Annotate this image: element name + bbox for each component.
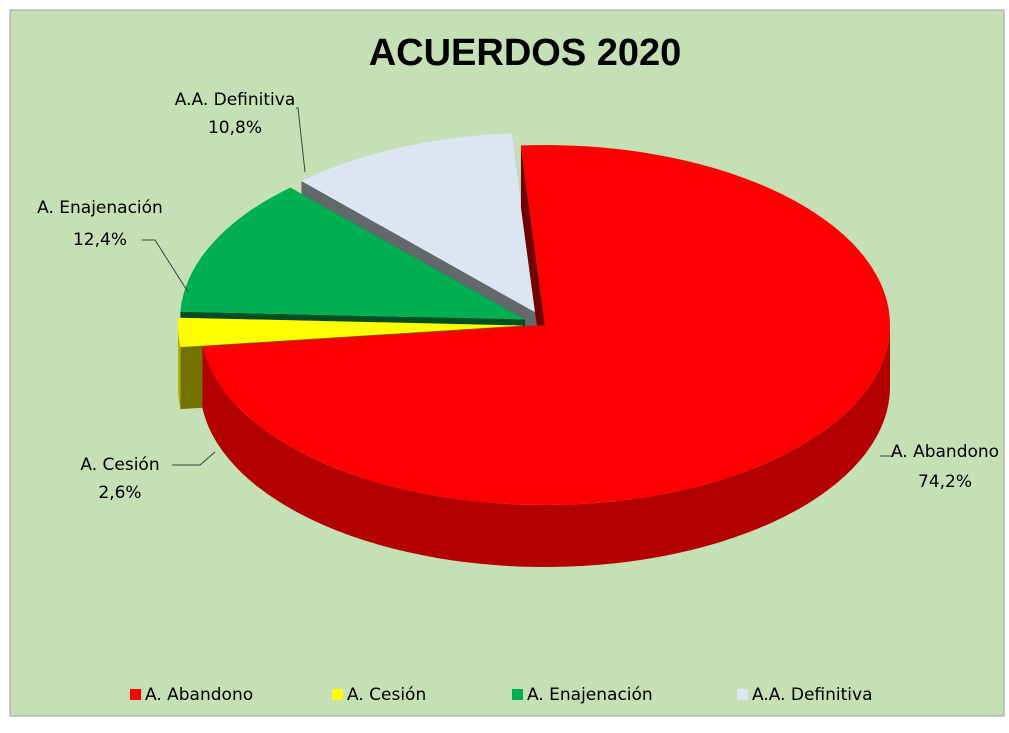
legend-swatch — [130, 689, 141, 700]
data-label-name: A. Abandono — [891, 442, 999, 462]
slice — [202, 145, 891, 567]
legend: A. Abandono A. Cesión A. Enajenación A.A. D… — [130, 685, 873, 705]
data-label-value: 12,4% — [73, 230, 127, 250]
data-labels: A. Abandono 74,2% A. Cesión 2,6% A. Enajenac… — [37, 90, 999, 503]
leader-line — [296, 107, 306, 173]
data-label-value: 10,8% — [208, 118, 262, 138]
data-label-value: 2,6% — [98, 483, 141, 503]
slice-wall — [202, 325, 891, 567]
data-label-name: A. Enajenación — [37, 198, 163, 218]
data-label-name: A.A. Definitiva — [175, 90, 296, 110]
data-label-name: A. Cesión — [80, 455, 159, 475]
leader-line — [172, 451, 216, 466]
legend-label: A. Abandono — [145, 685, 253, 705]
legend-swatch — [737, 689, 748, 700]
pie — [178, 133, 891, 567]
legend-label: A.A. Definitiva — [752, 685, 873, 705]
slice-wall — [178, 325, 181, 410]
slice-top — [202, 145, 891, 506]
legend-label: A. Cesión — [347, 685, 426, 705]
data-label-value: 74,2% — [918, 472, 972, 492]
leader-line — [142, 239, 189, 293]
legend-swatch — [332, 689, 343, 700]
slice-top — [180, 187, 526, 320]
slice-top — [178, 317, 524, 348]
leader-line — [880, 452, 894, 457]
legend-label: A. Enajenación — [527, 685, 653, 705]
legend-swatch — [512, 689, 523, 700]
slice-top — [301, 133, 537, 313]
chart-title: ACUERDOS 2020 — [369, 32, 682, 74]
